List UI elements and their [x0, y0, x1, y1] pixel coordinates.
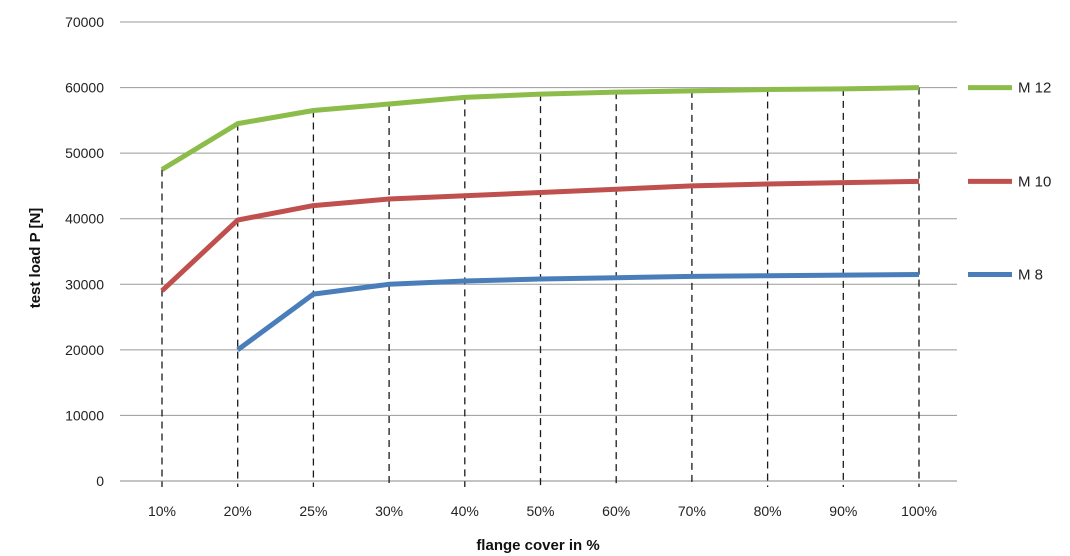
y-tick-label: 70000 — [65, 14, 104, 30]
x-tick-label: 80% — [754, 503, 782, 519]
x-tick-label: 60% — [602, 503, 630, 519]
y-axis-title: test load P [N] — [27, 208, 44, 309]
x-tick-label: 70% — [678, 503, 706, 519]
y-tick-label: 50000 — [65, 145, 104, 161]
x-axis-ticks: 10% 20% 25% 30% 40% 50% 60% 70% 80% 90% 100% — [148, 503, 937, 519]
legend: M 12 M 10 M 8 — [968, 80, 1051, 283]
x-tick-label: 20% — [224, 503, 252, 519]
legend-label: M 8 — [1018, 266, 1043, 283]
legend-label: M 10 — [1018, 173, 1051, 190]
series-line-m-10 — [160, 178, 920, 293]
drop-lines — [161, 87, 920, 487]
series-line-m-8 — [236, 271, 920, 352]
x-tick-label: 50% — [526, 503, 554, 519]
gridlines — [120, 21, 957, 482]
y-tick-label: 20000 — [65, 342, 104, 358]
x-tick-label: 10% — [148, 503, 176, 519]
series-lines — [160, 85, 920, 352]
y-axis-ticks: 0 10000 20000 30000 40000 50000 60000 70000 — [65, 14, 104, 489]
x-tick-label: 40% — [451, 503, 479, 519]
x-tick-label: 25% — [299, 503, 327, 519]
x-tick-label: 30% — [375, 503, 403, 519]
legend-label: M 12 — [1018, 80, 1051, 97]
x-axis-title: flange cover in % — [476, 537, 599, 554]
series-line-m-12 — [160, 85, 920, 172]
y-tick-label: 0 — [96, 473, 104, 489]
y-tick-label: 10000 — [65, 407, 104, 423]
y-tick-label: 60000 — [65, 80, 104, 96]
x-tick-label: 100% — [901, 503, 937, 519]
y-tick-label: 40000 — [65, 211, 104, 227]
y-tick-label: 30000 — [65, 276, 104, 292]
x-tick-label: 90% — [829, 503, 857, 519]
